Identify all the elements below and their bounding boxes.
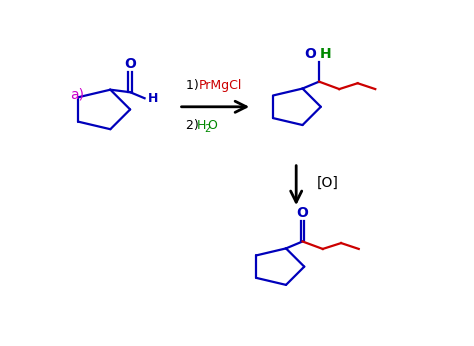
Text: H: H [147,92,158,105]
Text: O: O [304,47,316,61]
Text: H: H [196,119,206,132]
Text: a): a) [70,88,84,102]
Text: H: H [320,47,331,61]
Text: O: O [207,119,217,132]
Text: [O]: [O] [317,176,338,190]
Text: 2: 2 [204,124,210,134]
Text: O: O [297,207,309,220]
Text: PrMgCl: PrMgCl [199,79,242,92]
Text: 2): 2) [186,119,203,132]
Text: O: O [124,57,136,71]
Text: 1): 1) [186,79,207,92]
